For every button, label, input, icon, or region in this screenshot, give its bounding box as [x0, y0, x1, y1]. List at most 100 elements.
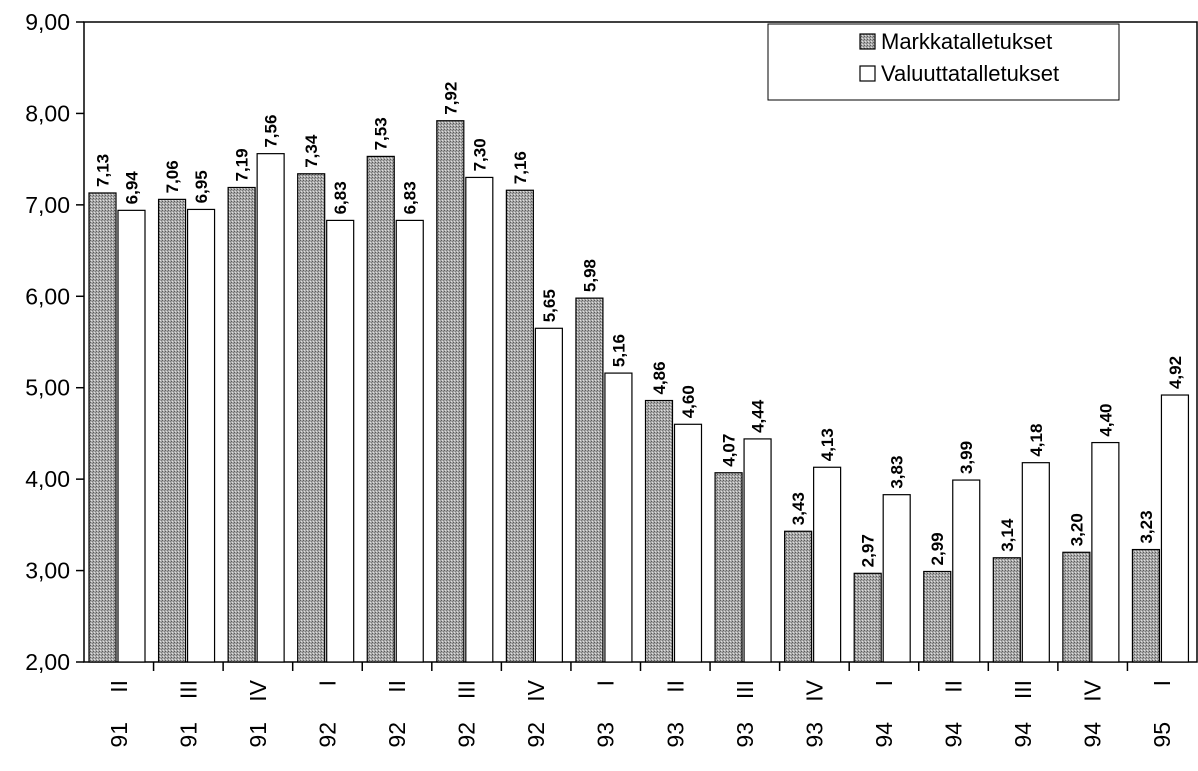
x-tick-label-quarter: I — [1149, 680, 1175, 686]
data-label: 3,43 — [789, 492, 808, 525]
bar-valuuttatalletukset — [1160, 394, 1190, 663]
x-tick-label-year: 92 — [523, 722, 549, 748]
plot-area: 2,00 3,00 4,00 5,00 6,00 7,00 8,00 9,00 7,13 6,94… — [25, 9, 1198, 748]
x-tick-label-quarter: IV — [801, 679, 827, 701]
data-label: 7,92 — [441, 82, 460, 115]
bar-valuuttatalletukset — [534, 327, 563, 663]
legend-label: Markkatalletukset — [881, 29, 1052, 54]
legend-box — [767, 23, 1120, 101]
data-label: 6,95 — [192, 170, 211, 203]
data-label: 2,97 — [859, 534, 878, 567]
legend-swatch-valuuttatalletukset — [859, 65, 876, 82]
data-label: 7,56 — [262, 115, 281, 148]
bar-markkatalletukset — [366, 155, 395, 663]
data-label: 7,06 — [163, 160, 182, 193]
bar-markkatalletukset — [992, 557, 1021, 663]
x-tick-label-quarter: III — [454, 680, 480, 699]
x-tick-label-year: 94 — [1080, 722, 1106, 748]
bar-valuuttatalletukset — [813, 466, 842, 663]
data-label: 3,23 — [1137, 510, 1156, 543]
bar-markkatalletukset — [644, 399, 674, 663]
bar-valuuttatalletukset — [673, 423, 703, 663]
x-tick-label-quarter: IV — [523, 679, 549, 701]
data-label: 3,83 — [888, 456, 907, 489]
y-tick-label: 5,00 — [25, 375, 70, 401]
x-tick-label-quarter: III — [1010, 680, 1036, 699]
bar-valuuttatalletukset — [256, 153, 285, 663]
bar-markkatalletukset — [157, 198, 187, 663]
x-tick-label-year: 92 — [454, 722, 480, 748]
data-label: 6,83 — [401, 181, 420, 214]
x-tick-label-quarter: II — [941, 680, 967, 693]
x-tick-label-quarter: II — [106, 680, 132, 693]
x-tick-label-year: 93 — [593, 722, 619, 748]
data-label: 4,86 — [650, 361, 669, 394]
bar-valuuttatalletukset — [186, 208, 216, 663]
x-tick-label-year: 94 — [1010, 722, 1036, 748]
bar-markkatalletukset — [923, 570, 952, 663]
data-label: 6,94 — [123, 171, 142, 205]
x-tick-label-quarter: I — [314, 680, 340, 686]
x-tick-label-quarter: IV — [1080, 679, 1106, 701]
bar-valuuttatalletukset — [743, 438, 772, 663]
y-tick-label: 8,00 — [25, 100, 70, 126]
data-label: 4,07 — [720, 434, 739, 467]
data-label: 7,30 — [470, 138, 489, 171]
data-label: 4,44 — [749, 399, 768, 433]
data-label: 4,40 — [1096, 403, 1115, 436]
data-label: 4,18 — [1027, 424, 1046, 457]
data-label: 7,34 — [302, 134, 321, 168]
bar-markkatalletukset — [575, 297, 604, 663]
x-tick-label-year: 95 — [1149, 722, 1175, 748]
x-tick-label-quarter: III — [732, 680, 758, 699]
x-tick-label-year: 94 — [871, 722, 897, 748]
x-tick-label-quarter: IV — [245, 679, 271, 701]
bar-markkatalletukset — [88, 192, 117, 663]
data-label: 7,19 — [233, 148, 252, 181]
x-tick-label-year: 92 — [384, 722, 410, 748]
data-label: 3,20 — [1067, 513, 1086, 546]
y-tick-label: 3,00 — [25, 558, 70, 584]
bar-markkatalletukset — [1131, 548, 1161, 663]
bar-markkatalletukset — [1062, 551, 1091, 663]
y-tick-label: 4,00 — [25, 466, 70, 492]
x-tick-label-year: 91 — [245, 722, 271, 748]
x-tick-label-year: 93 — [732, 722, 758, 748]
data-label: 7,13 — [94, 154, 113, 187]
bar-valuuttatalletukset — [395, 219, 424, 663]
y-tick-label: 9,00 — [25, 9, 70, 35]
x-tick-label-year: 92 — [314, 722, 340, 748]
bar-markkatalletukset — [227, 186, 256, 663]
x-tick-label-quarter: III — [175, 680, 201, 699]
data-label: 3,14 — [998, 518, 1017, 552]
bar-valuuttatalletukset — [326, 219, 355, 663]
data-label: 4,60 — [679, 385, 698, 418]
data-label: 5,16 — [609, 334, 628, 367]
data-label: 4,13 — [818, 428, 837, 461]
x-tick-label-year: 91 — [106, 722, 132, 748]
bar-markkatalletukset — [505, 189, 534, 663]
x-tick-label-year: 91 — [175, 722, 201, 748]
bar-valuuttatalletukset — [952, 479, 981, 663]
bar-valuuttatalletukset — [882, 494, 911, 663]
data-label: 2,99 — [928, 532, 947, 565]
data-label: 7,16 — [511, 151, 530, 184]
bar-valuuttatalletukset — [465, 176, 494, 663]
y-tick-label: 6,00 — [25, 283, 70, 309]
bar-valuuttatalletukset — [1021, 462, 1050, 663]
legend-label: Valuuttatalletukset — [881, 61, 1059, 86]
data-label: 5,65 — [540, 289, 559, 322]
bar-markkatalletukset — [853, 572, 882, 663]
legend: Markkatalletukset Valuuttatalletukset — [767, 23, 1120, 101]
x-tick-label-quarter: I — [593, 680, 619, 686]
x-tick-label-quarter: II — [384, 680, 410, 693]
x-tick-label-year: 93 — [801, 722, 827, 748]
data-label: 3,99 — [957, 441, 976, 474]
y-tick-label: 7,00 — [25, 192, 70, 218]
y-tick-label: 2,00 — [25, 649, 70, 675]
data-label: 5,98 — [580, 259, 599, 292]
bar-valuuttatalletukset — [604, 372, 633, 663]
data-label: 6,83 — [331, 181, 350, 214]
bar-markkatalletukset — [297, 173, 326, 663]
